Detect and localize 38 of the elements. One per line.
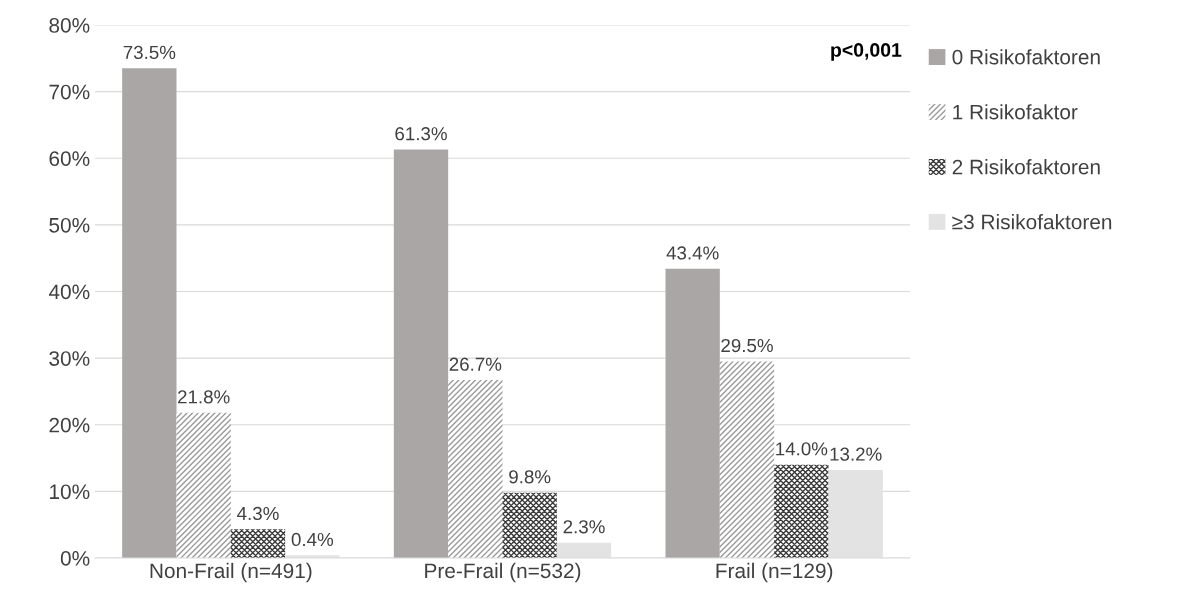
x-tick-label: Non-Frail (n=491)	[150, 562, 312, 583]
data-label: 9.8%	[509, 470, 551, 484]
data-label: 43.4%	[666, 246, 719, 260]
bar	[176, 412, 231, 558]
data-label: 29.5%	[721, 338, 773, 353]
annotation: p<0,001	[831, 43, 902, 61]
bar	[719, 361, 775, 558]
y-tick-label: 30%	[49, 351, 90, 366]
bar	[230, 529, 286, 558]
data-label: 14.0%	[776, 442, 828, 456]
legend-label: 2 Risikofaktoren	[952, 159, 1100, 175]
legend-label: ≥3 Risikofaktoren	[952, 214, 1112, 230]
y-tick-label: 60%	[49, 151, 90, 166]
bar	[665, 268, 720, 558]
x-tick-label: Frail (n=129)	[716, 562, 833, 583]
y-tick-label: 40%	[48, 284, 90, 300]
bar	[448, 380, 503, 558]
y-tick-label: 10%	[50, 484, 90, 500]
data-label: 21.8%	[178, 390, 230, 404]
data-label: 73.5%	[123, 45, 176, 60]
y-tick-label: 80%	[49, 18, 90, 33]
data-label: 13.2%	[830, 447, 882, 461]
legend-label: 0 Risikofaktoren	[952, 49, 1100, 65]
data-label: 61.3%	[395, 127, 447, 141]
data-label: 4.3%	[237, 506, 279, 521]
bar	[122, 68, 177, 558]
y-tick-label: 0%	[60, 551, 90, 566]
data-label: 26.7%	[449, 357, 502, 371]
y-tick-label: 50%	[49, 217, 90, 233]
data-label: 0.4%	[291, 532, 334, 547]
x-tick-label: Pre-Frail (n=532)	[425, 562, 581, 583]
bar	[502, 492, 557, 558]
bar	[393, 149, 449, 558]
data-label: 2.3%	[563, 520, 605, 534]
bar	[774, 464, 829, 558]
legend-label: 1 Risikofaktor	[953, 104, 1078, 120]
y-tick-label: 20%	[49, 417, 90, 433]
y-tick-label: 70%	[49, 84, 90, 100]
